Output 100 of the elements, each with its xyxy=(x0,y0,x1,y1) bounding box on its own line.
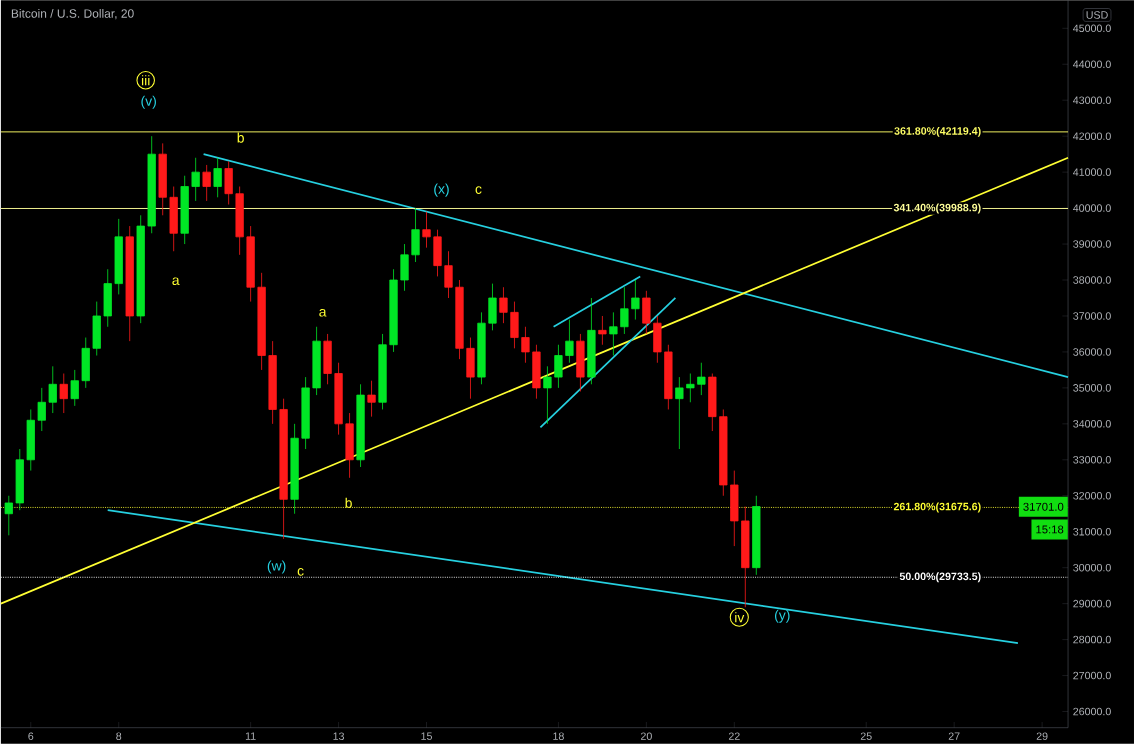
y-tick-label: 38000.0 xyxy=(1073,276,1111,284)
y-tick-label: 27000.0 xyxy=(1073,671,1111,680)
y-tick-label: 42000.0 xyxy=(1073,132,1111,140)
x-tick-label: 13 xyxy=(333,732,345,740)
y-tick-label: 43000.0 xyxy=(1073,96,1111,104)
candlestick xyxy=(499,286,508,324)
candlestick xyxy=(114,218,123,295)
candlestick xyxy=(279,398,288,540)
candlestick xyxy=(356,383,365,468)
ref-line-label: 50.00%(29733.5) xyxy=(899,572,981,583)
annotation: (x) xyxy=(434,183,449,197)
candlestick xyxy=(103,268,112,327)
candlestick xyxy=(59,372,68,414)
candlestick xyxy=(147,135,156,234)
annotation: c xyxy=(475,186,482,194)
candlestick xyxy=(631,279,640,320)
candlestick xyxy=(510,301,519,349)
candlestick xyxy=(323,333,332,385)
candlestick xyxy=(125,225,134,342)
candlestick xyxy=(4,495,13,536)
candlestick xyxy=(675,376,684,450)
annotation: (v) xyxy=(141,95,156,109)
candlestick xyxy=(587,297,596,385)
ref-line-label: 341.40%(39988.9) xyxy=(893,203,981,214)
y-tick-label: 31000.0 xyxy=(1073,527,1111,536)
candlestick xyxy=(730,470,739,547)
candlestick xyxy=(620,286,629,335)
x-tick-label: 22 xyxy=(728,732,740,740)
annotation: a xyxy=(319,308,327,317)
candlestick xyxy=(741,505,750,608)
candlestick xyxy=(180,175,189,245)
candlestick xyxy=(48,365,57,414)
y-tick-label: 39000.0 xyxy=(1073,240,1111,248)
candlestick xyxy=(653,315,662,363)
candlestick xyxy=(543,365,552,425)
candlestick xyxy=(26,408,35,471)
candlestick xyxy=(378,333,387,410)
candlestick xyxy=(708,372,717,432)
y-tick-label: 29000.0 xyxy=(1073,599,1111,608)
candlestick xyxy=(246,225,255,302)
candlestick xyxy=(752,495,761,576)
x-tick-label: 27 xyxy=(948,732,960,740)
candlestick xyxy=(301,376,310,450)
annotation: a xyxy=(172,277,180,285)
candlestick xyxy=(268,340,277,425)
candlestick xyxy=(136,214,145,324)
x-tick-label: 20 xyxy=(640,732,652,740)
annotation: (y) xyxy=(774,609,790,623)
candlestick xyxy=(389,268,398,353)
y-tick-label: 28000.0 xyxy=(1073,635,1111,644)
annotation: iii xyxy=(141,74,150,86)
candlestick xyxy=(15,448,24,511)
candlestick xyxy=(202,164,211,202)
candlestick xyxy=(433,229,442,277)
y-tick-label: 45000.0 xyxy=(1073,24,1111,32)
y-axis-title: USD xyxy=(1086,10,1108,19)
y-tick-label: 34000.0 xyxy=(1073,419,1111,428)
x-tick-label: 6 xyxy=(28,732,34,740)
candlestick xyxy=(598,315,607,345)
candlestick xyxy=(477,311,486,385)
candlestick xyxy=(576,333,585,392)
candlestick xyxy=(81,336,90,389)
candlestick xyxy=(158,142,167,216)
candlestick xyxy=(224,160,233,205)
candlestick xyxy=(554,344,563,389)
candlestick xyxy=(642,290,651,335)
annotation: b xyxy=(237,132,244,143)
candlestick xyxy=(213,157,222,198)
x-tick-label: 18 xyxy=(553,732,564,740)
candlestick xyxy=(697,362,706,396)
candlestick xyxy=(488,283,497,331)
candlestick xyxy=(686,372,695,403)
candlestick xyxy=(455,279,464,360)
y-tick-label: 44000.0 xyxy=(1073,60,1111,68)
candlestick xyxy=(400,243,409,292)
candlestick xyxy=(367,380,376,417)
candlestick xyxy=(169,185,178,252)
annotation: 15:18 xyxy=(1036,525,1064,534)
x-tick-label: 8 xyxy=(116,732,122,740)
candlestick xyxy=(235,185,244,256)
y-tick-label: 33000.0 xyxy=(1073,455,1111,464)
x-tick-label: 29 xyxy=(1036,732,1048,740)
annotation: (w) xyxy=(267,560,286,574)
candlestick xyxy=(532,344,541,399)
y-tick-label: 41000.0 xyxy=(1073,168,1111,176)
annotation: b xyxy=(345,497,352,508)
y-tick-label: 26000.0 xyxy=(1073,707,1111,716)
candlestick xyxy=(565,318,574,363)
candlestick xyxy=(92,301,101,356)
candlestick xyxy=(312,326,321,396)
candlestick xyxy=(37,387,46,432)
candlestick xyxy=(70,369,79,407)
annotation: iv xyxy=(735,611,745,623)
ref-line-label: 361.80%(42119.4) xyxy=(894,126,981,137)
annotation: 31701.0 xyxy=(1023,502,1064,511)
y-tick-label: 32000.0 xyxy=(1073,491,1111,500)
candlestick xyxy=(664,344,673,410)
x-tick-label: 25 xyxy=(860,732,872,740)
candlestick xyxy=(422,211,431,248)
candlestick xyxy=(334,362,343,435)
